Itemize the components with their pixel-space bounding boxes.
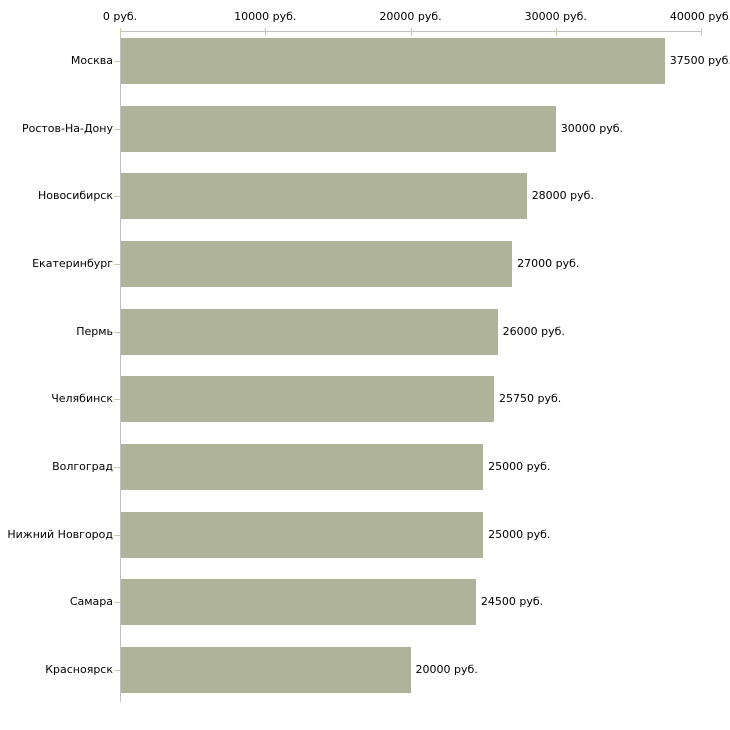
y-tick-mark <box>114 332 120 333</box>
category-label: Екатеринбург <box>32 257 113 270</box>
x-tick-mark <box>265 28 267 36</box>
value-label: 37500 руб. <box>669 54 730 67</box>
y-tick-mark <box>114 602 120 603</box>
bar <box>121 444 484 490</box>
value-label: 20000 руб. <box>415 663 478 677</box>
category-label: Самара <box>69 595 113 609</box>
value-label: 25750 руб. <box>499 392 562 406</box>
value-label: 24500 руб. <box>480 595 544 609</box>
x-tick-mark <box>701 28 702 36</box>
value-label: 25000 руб. <box>488 527 551 541</box>
category-label: Новосибирск <box>37 189 113 203</box>
category-label: Пермь <box>76 324 113 338</box>
y-axis-line <box>120 31 121 702</box>
category-label: Красноярск <box>45 663 113 677</box>
y-tick-mark <box>114 196 120 197</box>
x-tick-label: 20000 руб. <box>379 10 442 23</box>
bar <box>121 173 527 219</box>
x-tick-label: 40000 руб. <box>669 10 730 23</box>
y-tick-mark <box>114 61 120 62</box>
value-label: 26000 руб. <box>502 324 565 338</box>
y-tick-mark <box>114 399 120 400</box>
x-tick-label: 10000 руб. <box>234 10 297 23</box>
value-label: 27000 руб. <box>517 257 580 270</box>
value-label: 28000 руб. <box>531 189 594 203</box>
y-tick-mark <box>114 129 120 130</box>
category-label: Москва <box>70 54 113 67</box>
value-label: 30000 руб. <box>560 121 624 135</box>
x-tick-label: 30000 руб. <box>524 10 587 23</box>
x-tick-label: 0 руб. <box>102 10 138 23</box>
x-tick-mark <box>410 28 412 36</box>
y-tick-mark <box>114 467 120 468</box>
y-tick-mark <box>114 670 120 671</box>
y-tick-mark <box>114 264 120 265</box>
category-label: Челябинск <box>51 392 113 406</box>
bar <box>121 241 513 287</box>
y-tick-mark <box>114 535 120 536</box>
bar <box>121 647 411 693</box>
category-label: Волгоград <box>52 460 113 474</box>
bar <box>121 38 665 84</box>
bar <box>121 309 498 355</box>
bar <box>121 512 484 558</box>
value-label: 25000 руб. <box>488 460 551 474</box>
x-tick-mark <box>555 28 557 36</box>
x-tick-mark <box>120 28 121 36</box>
category-label: Ростов-На-Дону <box>21 121 113 135</box>
bar <box>121 106 556 152</box>
category-label: Нижний Новгород <box>7 527 113 541</box>
bar <box>121 376 495 422</box>
bar <box>121 579 476 625</box>
